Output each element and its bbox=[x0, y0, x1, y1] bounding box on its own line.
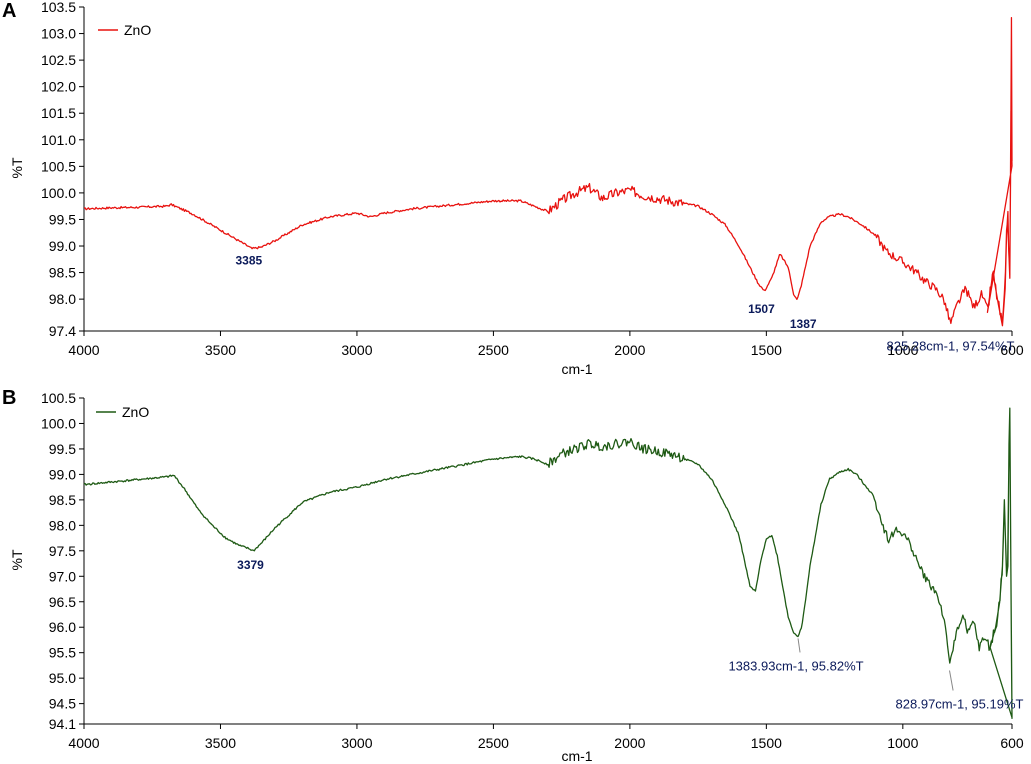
panel-b-x-tick-label: 1500 bbox=[751, 735, 782, 751]
panel-a-x-tick-label: 600 bbox=[1000, 342, 1024, 358]
panel-b-y-tick-label: 99.5 bbox=[49, 441, 76, 457]
panel-b-x-tick-label: 2000 bbox=[614, 735, 645, 751]
panel-b-x-axis-label: cm-1 bbox=[561, 748, 592, 764]
panel-a-letter: A bbox=[2, 0, 17, 22]
panel-b-x-tick-label: 3500 bbox=[205, 735, 236, 751]
panel-b-y-tick-label: 94.1 bbox=[49, 716, 76, 732]
panel-a-y-tick-label: 99.0 bbox=[49, 238, 76, 254]
panel-b-letter: B bbox=[2, 387, 17, 409]
panel-a-chart: %T cm-1 ZnO 97.4 98.0 98.5 99.0 99.5 100.0 100… bbox=[9, 0, 1024, 377]
panel-b-y-tick-label: 96.5 bbox=[49, 594, 76, 610]
panel-a-y-tick-label: 101.0 bbox=[41, 132, 76, 148]
panel-a-y-axis-label: %T bbox=[9, 157, 25, 178]
panel-a-peak-annotation: 1387 bbox=[790, 317, 817, 331]
panel-b-y-tick-label: 94.5 bbox=[49, 696, 76, 712]
panel-b-y-axis-label: %T bbox=[9, 549, 25, 570]
panel-a-y-tick-label: 102.5 bbox=[41, 52, 76, 68]
panel-a-y-tick-label: 100.5 bbox=[41, 158, 76, 174]
panel-b-chart: %T cm-1 ZnO 94.1 94.5 95.0 95.5 96.0 96.5 97.0… bbox=[9, 390, 1024, 764]
panel-b-y-tick-label: 98.5 bbox=[49, 492, 76, 508]
panel-b-legend-label: ZnO bbox=[122, 404, 149, 420]
panel-b-y-tick-label: 95.0 bbox=[49, 670, 76, 686]
panel-b-y-tick-label: 95.5 bbox=[49, 645, 76, 661]
panel-a-peak-annotation: 3385 bbox=[236, 254, 263, 268]
panel-b-peak-annotation: 1383.93cm-1, 95.82%T bbox=[728, 658, 863, 673]
panel-a-x-tick-label: 2500 bbox=[478, 342, 509, 358]
panel-a-y-tick-label: 98.5 bbox=[49, 265, 76, 281]
panel-a-y-tick-label: 101.5 bbox=[41, 105, 76, 121]
panel-a-spectrum-line bbox=[83, 16, 1013, 327]
panel-b-y-tick-label: 97.5 bbox=[49, 543, 76, 559]
panel-b-x-tick-label: 3000 bbox=[341, 735, 372, 751]
panel-b-peak-annotation: 828.97cm-1, 95.19%T bbox=[896, 696, 1024, 711]
panel-b-y-tick-label: 96.0 bbox=[49, 619, 76, 635]
panel-a-x-tick-label: 1500 bbox=[751, 342, 782, 358]
panel-b-y-tick-label: 99.0 bbox=[49, 466, 76, 482]
panel-a-y-tick-label: 97.4 bbox=[49, 323, 76, 339]
panel-b-x-tick-label: 600 bbox=[1000, 735, 1024, 751]
panel-b-x-tick-label: 4000 bbox=[68, 735, 99, 751]
panel-a-x-axis-label: cm-1 bbox=[561, 361, 592, 377]
panel-a-peak-annotation: 1507 bbox=[748, 302, 775, 316]
panel-a-y-tick-label: 99.5 bbox=[49, 211, 76, 227]
panel-b-annotation-leader bbox=[797, 638, 801, 653]
panel-a-y-tick-label: 103.5 bbox=[41, 0, 76, 15]
panel-b-y-tick-label: 100.0 bbox=[41, 415, 76, 431]
panel-a-y-tick-label: 98.0 bbox=[49, 291, 76, 307]
panel-a-x-tick-label: 3000 bbox=[341, 342, 372, 358]
panel-a-peak-annotation: 825.28cm-1, 97.54%T bbox=[887, 338, 1015, 353]
panel-a-y-tick-label: 100.0 bbox=[41, 185, 76, 201]
panel-b-x-tick-label: 1000 bbox=[887, 735, 918, 751]
panel-b-peak-annotation: 3379 bbox=[237, 558, 264, 572]
panel-a-x-tick-label: 4000 bbox=[68, 342, 99, 358]
panel-a-y-tick-label: 102.0 bbox=[41, 79, 76, 95]
panel-b-y-tick-label: 98.0 bbox=[49, 517, 76, 533]
panel-a-x-tick-label: 3500 bbox=[205, 342, 236, 358]
panel-b-annotation-leader bbox=[949, 670, 954, 691]
panel-a-x-tick-label: 1000 bbox=[887, 342, 918, 358]
panel-b-y-tick-label: 97.0 bbox=[49, 568, 76, 584]
panel-b-x-tick-label: 2500 bbox=[478, 735, 509, 751]
panel-a-x-tick-label: 2000 bbox=[614, 342, 645, 358]
panel-a-y-tick-label: 103.0 bbox=[41, 26, 76, 42]
panel-a-legend-label: ZnO bbox=[124, 22, 151, 38]
panel-b-spectrum-line bbox=[83, 407, 1013, 719]
panel-b-y-tick-label: 100.5 bbox=[41, 390, 76, 406]
